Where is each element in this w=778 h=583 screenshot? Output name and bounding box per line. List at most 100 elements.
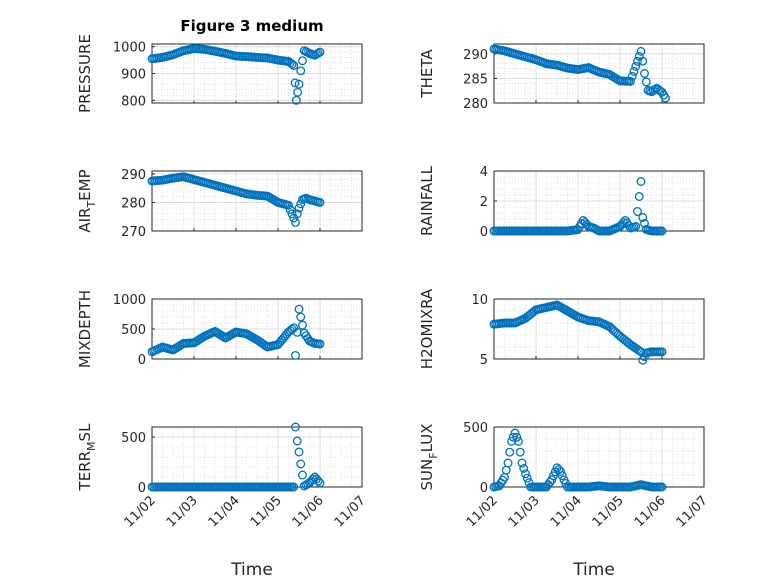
data-point xyxy=(557,471,567,481)
data-point xyxy=(629,66,639,76)
data-point xyxy=(315,47,325,57)
x-tick-label: 11/02 xyxy=(122,493,159,530)
data-point xyxy=(626,76,635,86)
data-point xyxy=(294,447,304,457)
data-point xyxy=(633,56,642,66)
y-tick-label: 900 xyxy=(121,68,146,83)
data-point xyxy=(315,339,325,349)
y-tick-label: 280 xyxy=(121,196,146,211)
y-axis-label: PRESSURE xyxy=(76,34,94,113)
y-tick-label: 1000 xyxy=(113,293,146,308)
data-point xyxy=(657,482,667,492)
y-tick-label: 285 xyxy=(463,72,488,87)
data-point xyxy=(519,463,529,473)
y-axis-label: MIXDEPTH xyxy=(76,290,94,368)
x-tick-label: 11/06 xyxy=(290,493,327,530)
y-axis-label: RAINFALL xyxy=(418,165,436,236)
data-point xyxy=(296,66,306,76)
y-tick-label: 0 xyxy=(138,481,146,496)
data-point xyxy=(633,207,642,216)
y-tick-label: 290 xyxy=(463,48,488,63)
data-point xyxy=(636,46,646,56)
subplot-theta: 280 285 290 THETA xyxy=(418,43,705,112)
data-point xyxy=(510,428,520,438)
data-point xyxy=(517,458,527,468)
subplot-pressure: 800 900 1000 PRESSURE xyxy=(76,34,363,113)
y-tick-label: 280 xyxy=(463,97,488,112)
data-point xyxy=(287,209,297,219)
x-axis-label-left: Time xyxy=(230,560,273,580)
subplot-h2omixra: 5 10 H2OMIXRA xyxy=(418,288,705,369)
data-point xyxy=(661,93,670,103)
data-point xyxy=(512,432,522,442)
subplot-rainfall: 0 2 4 RAINFALL xyxy=(418,165,705,240)
axes-border xyxy=(151,43,363,104)
y-tick-label: 500 xyxy=(463,421,488,436)
x-tick-label: 11/05 xyxy=(590,493,627,530)
subplot-terr-msl: 11/02 11/03 11/04 11/05 11/06 11/07 0 500 TERRMS… xyxy=(76,422,369,530)
x-tick-label: 11/03 xyxy=(506,493,543,530)
data-point xyxy=(298,320,307,330)
data-point xyxy=(284,200,293,210)
data-point xyxy=(657,226,667,236)
x-tick-label: 11/03 xyxy=(164,493,201,530)
data-point xyxy=(556,466,565,476)
data-point xyxy=(298,470,307,480)
data-point xyxy=(521,469,530,479)
data-point xyxy=(514,436,523,446)
data-point xyxy=(505,447,515,457)
data-point xyxy=(289,482,299,492)
data-point xyxy=(315,478,325,488)
y-tick-label: 5 xyxy=(480,353,488,368)
data-point xyxy=(289,61,299,70)
data-point xyxy=(640,69,649,78)
axes-border xyxy=(493,43,705,104)
data-point xyxy=(634,192,644,201)
y-axis-label: AIRTEMP xyxy=(76,169,98,232)
data-point xyxy=(657,347,667,357)
y-axis-label: TERRMSL xyxy=(76,423,98,492)
data-point xyxy=(638,213,648,222)
data-point xyxy=(549,471,558,481)
data-point xyxy=(291,350,300,360)
data-point xyxy=(285,205,295,215)
data-point xyxy=(522,473,532,483)
data-point xyxy=(641,77,651,87)
data-point xyxy=(298,56,307,66)
subplot-mixdepth: 0 500 1000 MIXDEPTH xyxy=(76,290,363,368)
data-point xyxy=(291,217,300,227)
data-point xyxy=(313,476,323,486)
data-point xyxy=(503,458,513,468)
y-tick-label: 0 xyxy=(480,225,488,240)
data-point xyxy=(315,197,325,207)
data-point xyxy=(638,56,648,66)
y-tick-label: 290 xyxy=(121,168,146,183)
x-axis-label-right: Time xyxy=(572,560,615,580)
x-tick-label: 11/02 xyxy=(464,493,501,530)
axes-border xyxy=(493,298,705,360)
x-tick-label: 11/04 xyxy=(548,493,585,530)
data-point xyxy=(294,203,304,213)
data-point xyxy=(636,177,646,186)
axes-border xyxy=(151,170,363,232)
data-point xyxy=(296,312,306,322)
data-point xyxy=(515,447,525,457)
figure-title: Figure 3 medium xyxy=(180,17,323,35)
y-tick-label: 10 xyxy=(471,293,488,308)
y-axis-label: SUNFLUX xyxy=(418,424,440,491)
data-point xyxy=(292,209,302,219)
x-tick-label: 11/05 xyxy=(248,493,285,530)
data-point xyxy=(313,48,323,58)
data-point xyxy=(291,422,300,432)
y-tick-label: 0 xyxy=(138,353,146,368)
data-point xyxy=(292,436,302,446)
x-tick-label: 11/06 xyxy=(632,493,669,530)
y-tick-label: 4 xyxy=(480,165,488,180)
x-tick-label: 11/07 xyxy=(332,493,369,530)
data-point xyxy=(296,459,306,469)
y-axis-label: H2OMIXRA xyxy=(418,288,436,369)
data-point xyxy=(294,79,304,89)
y-tick-label: 270 xyxy=(121,225,146,240)
